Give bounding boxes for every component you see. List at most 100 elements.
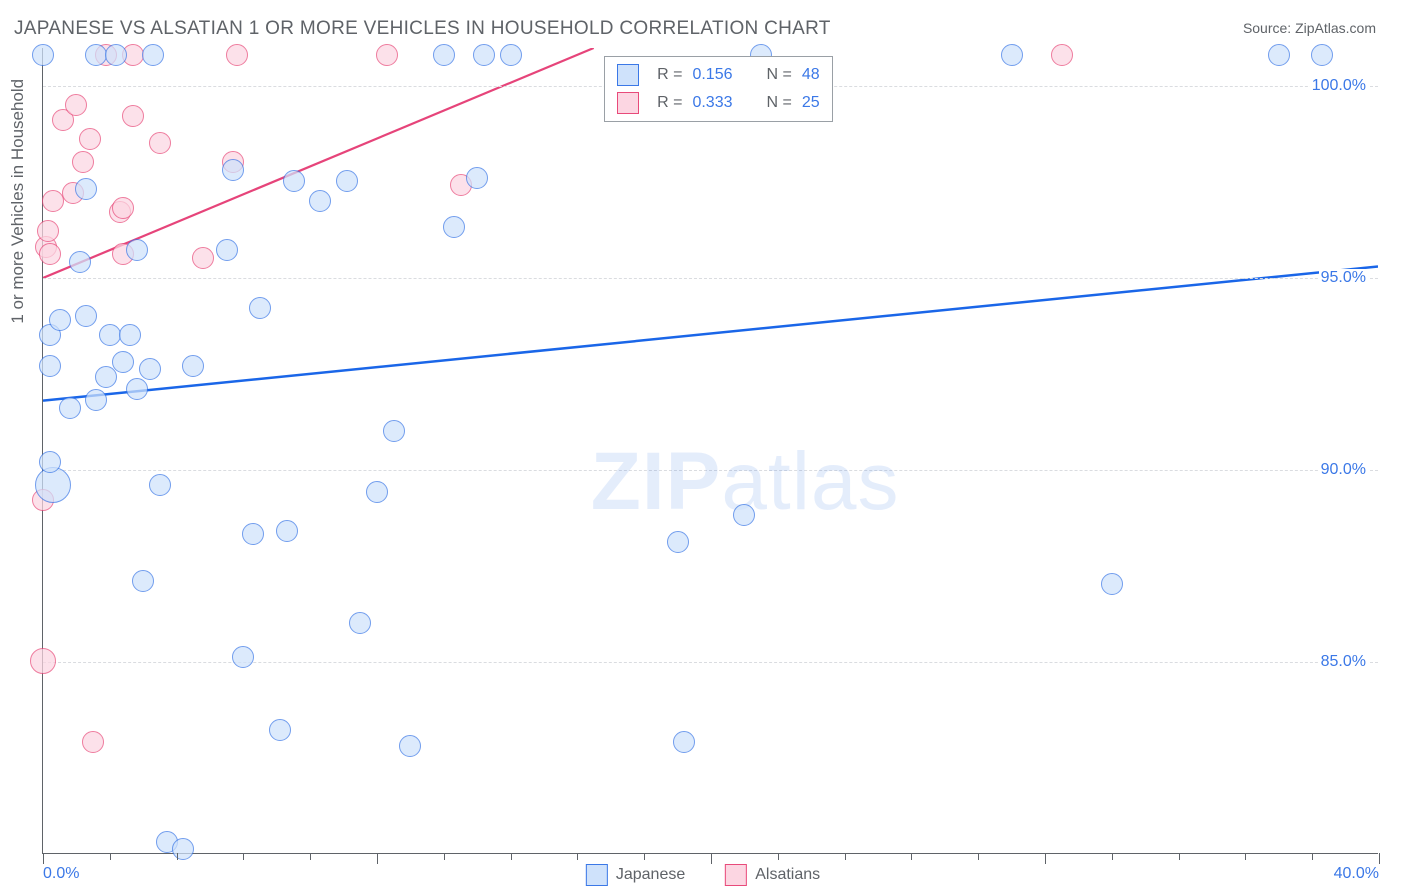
x-tick bbox=[711, 853, 712, 864]
japanese-point bbox=[336, 170, 358, 192]
alsatians-point bbox=[39, 243, 61, 265]
japanese-point bbox=[95, 366, 117, 388]
legend-label-alsatians: Alsatians bbox=[755, 866, 820, 883]
r-label: R = bbox=[657, 66, 682, 84]
x-tick bbox=[1245, 853, 1246, 860]
japanese-point bbox=[242, 523, 264, 545]
y-axis-label: 1 or more Vehicles in Household bbox=[8, 79, 28, 324]
japanese-point bbox=[39, 355, 61, 377]
x-tick-label: 40.0% bbox=[1334, 865, 1379, 883]
japanese-point bbox=[139, 358, 161, 380]
chart-title: JAPANESE VS ALSATIAN 1 OR MORE VEHICLES … bbox=[14, 18, 831, 40]
x-tick bbox=[978, 853, 979, 860]
x-tick bbox=[444, 853, 445, 860]
r-value: 0.156 bbox=[692, 66, 732, 84]
japanese-point bbox=[500, 44, 522, 66]
n-value: 25 bbox=[802, 94, 820, 112]
x-tick bbox=[644, 853, 645, 860]
japanese-point bbox=[59, 397, 81, 419]
n-value: 48 bbox=[802, 66, 820, 84]
x-tick bbox=[1379, 853, 1380, 864]
stats-row-alsatians: R = 0.333N = 25 bbox=[605, 89, 832, 117]
bottom-legend: Japanese Alsatians bbox=[586, 864, 820, 886]
x-tick bbox=[377, 853, 378, 864]
legend-item-alsatians: Alsatians bbox=[725, 864, 820, 886]
japanese-point bbox=[399, 735, 421, 757]
japanese-point bbox=[49, 309, 71, 331]
japanese-point bbox=[673, 731, 695, 753]
source-link[interactable]: ZipAtlas.com bbox=[1295, 20, 1376, 36]
alsatians-swatch-icon bbox=[725, 864, 747, 886]
japanese-point bbox=[85, 44, 107, 66]
x-tick bbox=[845, 853, 846, 860]
alsatians-point bbox=[226, 44, 248, 66]
japanese-point bbox=[667, 531, 689, 553]
plot-area: 85.0%90.0%95.0%100.0%ZIPatlasR = 0.156N … bbox=[43, 48, 1378, 853]
japanese-point bbox=[75, 178, 97, 200]
japanese-point bbox=[1001, 44, 1023, 66]
japanese-point bbox=[733, 504, 755, 526]
japanese-point bbox=[142, 44, 164, 66]
x-tick bbox=[1312, 853, 1313, 860]
scatter-chart: 85.0%90.0%95.0%100.0%ZIPatlasR = 0.156N … bbox=[42, 48, 1378, 854]
japanese-point bbox=[39, 451, 61, 473]
x-tick bbox=[1045, 853, 1046, 864]
x-tick bbox=[177, 853, 178, 860]
japanese-point bbox=[276, 520, 298, 542]
alsatians-point bbox=[112, 197, 134, 219]
japanese-point bbox=[32, 44, 54, 66]
alsatians-point bbox=[30, 648, 56, 674]
alsatians-point bbox=[149, 132, 171, 154]
japanese-point bbox=[149, 474, 171, 496]
alsatians-point bbox=[1051, 44, 1073, 66]
japanese-point bbox=[75, 305, 97, 327]
japanese-point bbox=[69, 251, 91, 273]
alsatians-point bbox=[79, 128, 101, 150]
stats-box: R = 0.156N = 48R = 0.333N = 25 bbox=[604, 56, 833, 122]
y-tick-label: 90.0% bbox=[1319, 461, 1368, 479]
alsatians-point bbox=[82, 731, 104, 753]
x-tick bbox=[577, 853, 578, 860]
japanese-point bbox=[105, 44, 127, 66]
r-value: 0.333 bbox=[692, 94, 732, 112]
japanese-point bbox=[383, 420, 405, 442]
japanese-swatch-icon bbox=[617, 64, 639, 86]
legend-item-japanese: Japanese bbox=[586, 864, 685, 886]
x-tick bbox=[310, 853, 311, 860]
alsatians-point bbox=[65, 94, 87, 116]
japanese-point bbox=[126, 378, 148, 400]
japanese-trend-line bbox=[43, 267, 1378, 401]
gridline bbox=[43, 278, 1378, 279]
x-tick bbox=[1112, 853, 1113, 860]
alsatians-point bbox=[72, 151, 94, 173]
x-tick bbox=[778, 853, 779, 860]
japanese-point bbox=[1268, 44, 1290, 66]
x-tick bbox=[110, 853, 111, 860]
alsatians-point bbox=[37, 220, 59, 242]
alsatians-point bbox=[376, 44, 398, 66]
japanese-point bbox=[433, 44, 455, 66]
source-prefix: Source: bbox=[1243, 20, 1295, 36]
japanese-point bbox=[182, 355, 204, 377]
alsatians-point bbox=[122, 105, 144, 127]
japanese-point bbox=[349, 612, 371, 634]
japanese-point bbox=[232, 646, 254, 668]
n-label: N = bbox=[767, 66, 792, 84]
japanese-point bbox=[119, 324, 141, 346]
x-tick bbox=[43, 853, 44, 864]
n-label: N = bbox=[767, 94, 792, 112]
japanese-point bbox=[172, 838, 194, 860]
japanese-point bbox=[473, 44, 495, 66]
japanese-point bbox=[366, 481, 388, 503]
japanese-point bbox=[1311, 44, 1333, 66]
japanese-point bbox=[283, 170, 305, 192]
japanese-point bbox=[222, 159, 244, 181]
japanese-point bbox=[249, 297, 271, 319]
x-tick bbox=[1179, 853, 1180, 860]
x-tick bbox=[911, 853, 912, 860]
japanese-point bbox=[126, 239, 148, 261]
japanese-point bbox=[99, 324, 121, 346]
japanese-point bbox=[443, 216, 465, 238]
japanese-point bbox=[466, 167, 488, 189]
y-tick-label: 100.0% bbox=[1310, 77, 1368, 95]
